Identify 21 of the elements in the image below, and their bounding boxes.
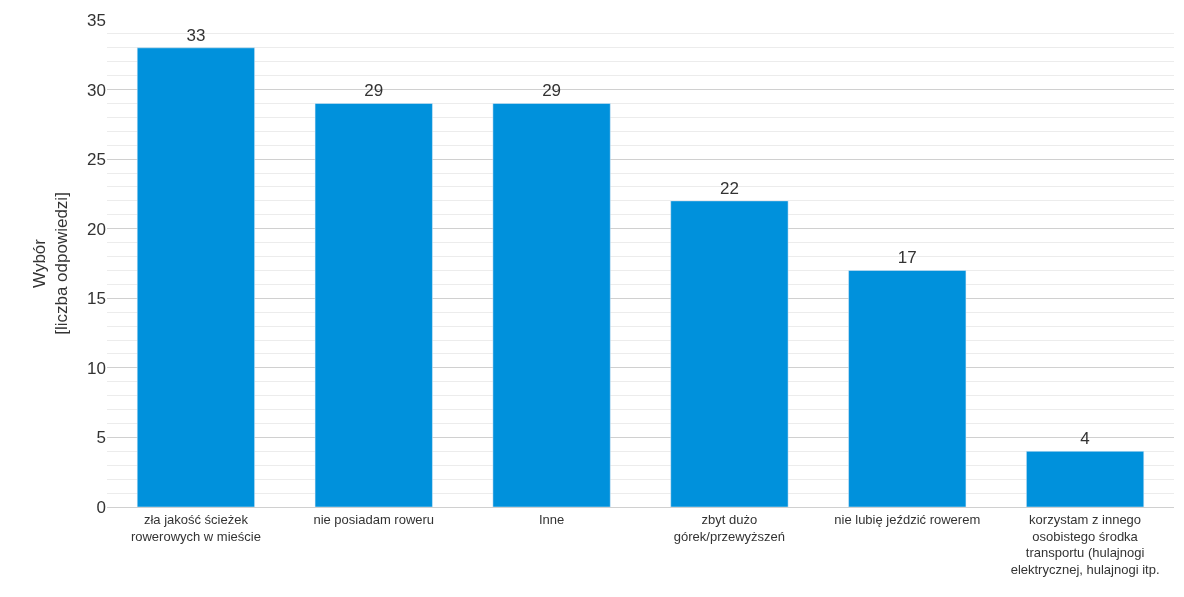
x-tick-label: Inne <box>538 511 565 527</box>
y-tick-label: 20 <box>87 219 106 239</box>
x-tick-label: nie posiadam roweru <box>313 511 435 527</box>
data-label: 33 <box>186 25 206 45</box>
y-tick-label: 30 <box>87 80 106 100</box>
data-label: 22 <box>719 178 739 198</box>
y-tick-label: 35 <box>87 10 106 30</box>
x-tick-label: zbyt dużo górek/przewyższeń <box>673 511 786 544</box>
x-tick-label: zła jakość ścieżek rowerowych w mieście <box>130 511 261 544</box>
data-label: 29 <box>364 81 384 101</box>
x-tick-label: nie lubię jeździć rowerem <box>834 511 981 527</box>
y-tick-label: 15 <box>87 289 106 309</box>
y-tick-label: 5 <box>96 428 106 448</box>
data-label: 17 <box>897 248 917 268</box>
data-label: 29 <box>542 81 562 101</box>
y-tick-label: 25 <box>87 150 106 170</box>
y-axis-title: Wybór [liczba odpowiedzi] <box>29 192 71 335</box>
y-tick-label: 0 <box>96 497 106 517</box>
x-tick-label: korzystam z innego osobistego środka transportu (hulajnogi elektrycznej, hulajnogi itp. <box>1010 511 1160 578</box>
data-label: 4 <box>1080 429 1090 449</box>
y-tick-label: 10 <box>87 358 106 378</box>
